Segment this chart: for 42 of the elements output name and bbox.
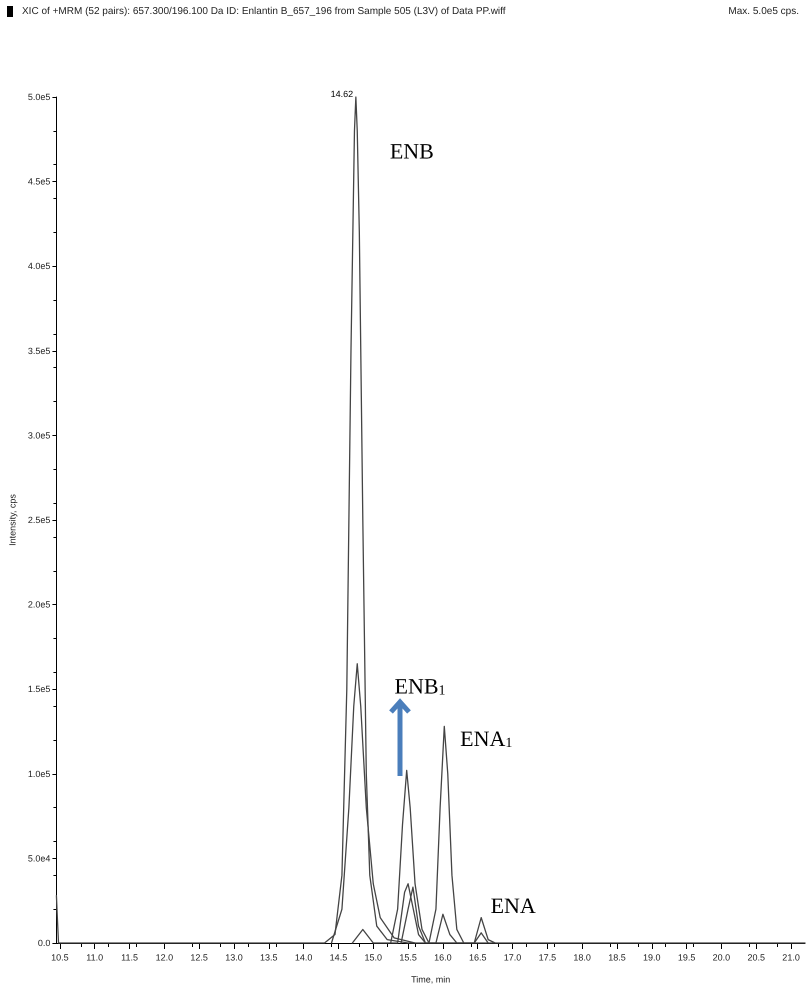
annotation: 14.62: [330, 89, 354, 99]
x-tick-label: 21.0: [782, 952, 800, 962]
y-axis-title: Intensity, cps: [8, 494, 18, 546]
y-tick-label: 2.5e5: [28, 515, 50, 525]
x-tick-label: 18.0: [573, 952, 591, 962]
y-tick-label: 1.0e5: [28, 768, 50, 779]
x-tick-label: 17.5: [538, 952, 556, 962]
annotation: ENB1: [394, 674, 446, 698]
x-axis-title: Time, min: [411, 974, 450, 984]
annotation: ENA: [490, 893, 536, 918]
y-tick-label: 2.0e5: [28, 600, 50, 610]
annotation: ENA1: [460, 726, 512, 751]
x-tick-label: 20.5: [747, 952, 766, 962]
y-tick-label: 3.0e5: [28, 430, 50, 440]
x-tick-label: 18.5: [608, 952, 626, 962]
y-tick-label: 1.5e5: [28, 684, 50, 694]
x-tick-label: 16.0: [434, 952, 452, 962]
y-tick-label: 4.0e5: [28, 261, 50, 272]
y-tick-label: 5.0e4: [28, 853, 50, 864]
x-tick-label: 17.0: [504, 952, 522, 962]
y-tick-label: 5.0e5: [28, 92, 50, 102]
x-tick-label: 16.5: [468, 952, 486, 962]
text: Max. 5.0e5 cps.: [728, 6, 799, 17]
x-tick-label: 15.5: [399, 952, 417, 962]
x-tick-label: 11.0: [86, 952, 104, 962]
x-tick-label: 15.0: [364, 952, 382, 962]
x-tick-label: 20.0: [712, 952, 730, 962]
x-tick-label: 12.0: [156, 952, 174, 962]
x-tick-label: 11.5: [121, 952, 138, 962]
x-tick-label: 13.0: [225, 952, 243, 962]
x-tick-label: 19.0: [643, 952, 661, 962]
y-tick-label: 4.5e5: [28, 176, 50, 187]
x-tick-label: 14.0: [294, 952, 312, 962]
y-tick-label: 0.0: [38, 938, 50, 948]
x-tick-label: 13.5: [260, 952, 278, 962]
x-tick-label: 14.5: [330, 952, 348, 962]
y-tick-label: 3.5e5: [28, 346, 50, 356]
x-tick-label: 12.5: [190, 952, 208, 962]
x-tick-label: 19.5: [678, 952, 696, 962]
x-tick-label: 10.5: [51, 952, 69, 962]
annotation: ENB: [390, 138, 434, 164]
chart-title: XIC of +MRM (52 pairs): 657.300/196.100 Da ID: Enlantin B_657_196 from Sample 505 (L3V) of Data PP.wiff: [22, 6, 506, 17]
